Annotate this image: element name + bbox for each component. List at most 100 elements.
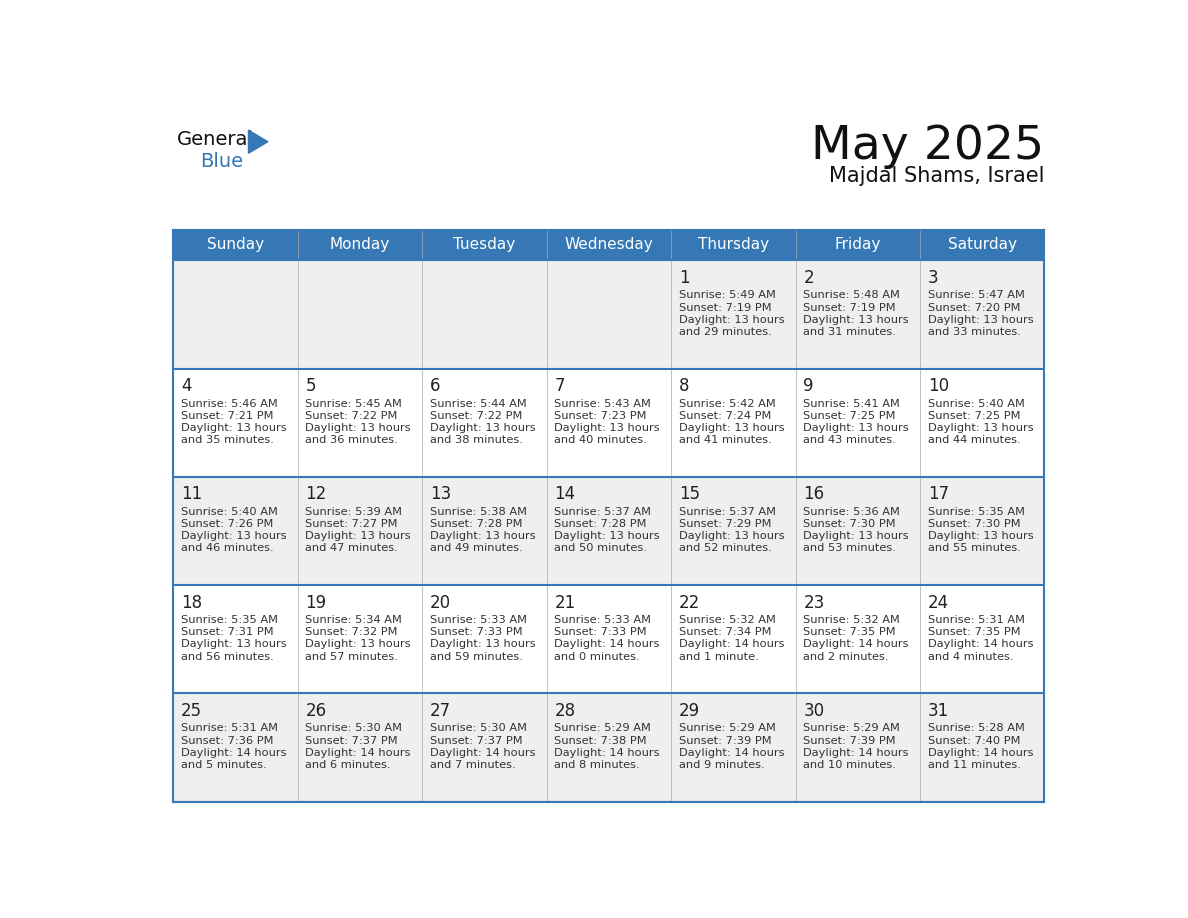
Text: Sunrise: 5:42 AM: Sunrise: 5:42 AM bbox=[678, 398, 776, 409]
Text: Sunset: 7:30 PM: Sunset: 7:30 PM bbox=[803, 519, 896, 529]
Text: Sunset: 7:32 PM: Sunset: 7:32 PM bbox=[305, 627, 398, 637]
Text: Daylight: 13 hours: Daylight: 13 hours bbox=[928, 532, 1034, 542]
Text: and 50 minutes.: and 50 minutes. bbox=[555, 543, 647, 554]
Text: Sunrise: 5:32 AM: Sunrise: 5:32 AM bbox=[678, 615, 776, 625]
Text: Monday: Monday bbox=[330, 238, 390, 252]
Text: Sunset: 7:35 PM: Sunset: 7:35 PM bbox=[928, 627, 1020, 637]
Text: Daylight: 14 hours: Daylight: 14 hours bbox=[181, 748, 286, 757]
Bar bbox=[173, 230, 1044, 261]
Text: and 2 minutes.: and 2 minutes. bbox=[803, 652, 889, 662]
Text: and 47 minutes.: and 47 minutes. bbox=[305, 543, 398, 554]
Text: Daylight: 14 hours: Daylight: 14 hours bbox=[803, 640, 909, 649]
Text: Majdal Shams, Israel: Majdal Shams, Israel bbox=[829, 166, 1044, 186]
Text: Daylight: 13 hours: Daylight: 13 hours bbox=[678, 532, 784, 542]
Text: and 8 minutes.: and 8 minutes. bbox=[555, 760, 640, 770]
Text: Sunrise: 5:36 AM: Sunrise: 5:36 AM bbox=[803, 507, 901, 517]
Text: Sunrise: 5:48 AM: Sunrise: 5:48 AM bbox=[803, 290, 901, 300]
Text: Sunset: 7:38 PM: Sunset: 7:38 PM bbox=[555, 735, 647, 745]
Text: Daylight: 13 hours: Daylight: 13 hours bbox=[430, 532, 536, 542]
Text: Sunrise: 5:31 AM: Sunrise: 5:31 AM bbox=[181, 723, 278, 733]
Text: 21: 21 bbox=[555, 594, 576, 611]
Text: and 56 minutes.: and 56 minutes. bbox=[181, 652, 273, 662]
Text: Daylight: 14 hours: Daylight: 14 hours bbox=[678, 748, 784, 757]
Bar bbox=[173, 585, 1044, 693]
Text: Sunrise: 5:32 AM: Sunrise: 5:32 AM bbox=[803, 615, 901, 625]
Text: and 29 minutes.: and 29 minutes. bbox=[678, 327, 771, 337]
Text: and 38 minutes.: and 38 minutes. bbox=[430, 435, 523, 445]
Text: Sunrise: 5:29 AM: Sunrise: 5:29 AM bbox=[555, 723, 651, 733]
Text: and 4 minutes.: and 4 minutes. bbox=[928, 652, 1013, 662]
Text: 25: 25 bbox=[181, 702, 202, 720]
Text: Sunset: 7:33 PM: Sunset: 7:33 PM bbox=[555, 627, 647, 637]
Text: Daylight: 13 hours: Daylight: 13 hours bbox=[305, 640, 411, 649]
Text: 17: 17 bbox=[928, 486, 949, 503]
Text: Daylight: 13 hours: Daylight: 13 hours bbox=[803, 423, 909, 433]
Text: Daylight: 13 hours: Daylight: 13 hours bbox=[678, 315, 784, 325]
Text: Daylight: 14 hours: Daylight: 14 hours bbox=[928, 748, 1034, 757]
Text: Daylight: 13 hours: Daylight: 13 hours bbox=[678, 423, 784, 433]
Text: 8: 8 bbox=[678, 377, 689, 395]
Text: and 44 minutes.: and 44 minutes. bbox=[928, 435, 1020, 445]
Text: Daylight: 13 hours: Daylight: 13 hours bbox=[803, 315, 909, 325]
Text: Sunset: 7:25 PM: Sunset: 7:25 PM bbox=[928, 410, 1020, 420]
Text: Sunset: 7:40 PM: Sunset: 7:40 PM bbox=[928, 735, 1020, 745]
Text: Sunrise: 5:31 AM: Sunrise: 5:31 AM bbox=[928, 615, 1025, 625]
Text: Daylight: 13 hours: Daylight: 13 hours bbox=[181, 640, 286, 649]
Text: and 49 minutes.: and 49 minutes. bbox=[430, 543, 523, 554]
Text: Sunset: 7:20 PM: Sunset: 7:20 PM bbox=[928, 303, 1020, 312]
Text: and 1 minute.: and 1 minute. bbox=[678, 652, 759, 662]
Text: and 5 minutes.: and 5 minutes. bbox=[181, 760, 266, 770]
Text: Sunrise: 5:47 AM: Sunrise: 5:47 AM bbox=[928, 290, 1024, 300]
Text: Saturday: Saturday bbox=[948, 238, 1017, 252]
Text: 23: 23 bbox=[803, 594, 824, 611]
Text: Sunset: 7:21 PM: Sunset: 7:21 PM bbox=[181, 410, 273, 420]
Text: Sunset: 7:34 PM: Sunset: 7:34 PM bbox=[678, 627, 771, 637]
Text: 19: 19 bbox=[305, 594, 327, 611]
Text: 2: 2 bbox=[803, 269, 814, 286]
Text: Sunset: 7:24 PM: Sunset: 7:24 PM bbox=[678, 410, 771, 420]
Text: 13: 13 bbox=[430, 486, 451, 503]
Text: and 11 minutes.: and 11 minutes. bbox=[928, 760, 1020, 770]
Text: Daylight: 13 hours: Daylight: 13 hours bbox=[555, 423, 661, 433]
Text: and 40 minutes.: and 40 minutes. bbox=[555, 435, 647, 445]
Text: Thursday: Thursday bbox=[697, 238, 769, 252]
Text: and 57 minutes.: and 57 minutes. bbox=[305, 652, 398, 662]
Text: Sunrise: 5:37 AM: Sunrise: 5:37 AM bbox=[678, 507, 776, 517]
Text: and 6 minutes.: and 6 minutes. bbox=[305, 760, 391, 770]
Text: Daylight: 13 hours: Daylight: 13 hours bbox=[181, 423, 286, 433]
Text: 20: 20 bbox=[430, 594, 451, 611]
Text: 6: 6 bbox=[430, 377, 441, 395]
Text: Sunrise: 5:41 AM: Sunrise: 5:41 AM bbox=[803, 398, 901, 409]
Text: 10: 10 bbox=[928, 377, 949, 395]
Text: Sunrise: 5:40 AM: Sunrise: 5:40 AM bbox=[181, 507, 278, 517]
Text: Sunset: 7:27 PM: Sunset: 7:27 PM bbox=[305, 519, 398, 529]
Text: 11: 11 bbox=[181, 486, 202, 503]
Text: Sunset: 7:37 PM: Sunset: 7:37 PM bbox=[305, 735, 398, 745]
Text: Sunset: 7:19 PM: Sunset: 7:19 PM bbox=[803, 303, 896, 312]
Text: 18: 18 bbox=[181, 594, 202, 611]
Text: Sunrise: 5:34 AM: Sunrise: 5:34 AM bbox=[305, 615, 403, 625]
Text: Sunrise: 5:33 AM: Sunrise: 5:33 AM bbox=[555, 615, 651, 625]
Text: Sunset: 7:31 PM: Sunset: 7:31 PM bbox=[181, 627, 273, 637]
Text: and 36 minutes.: and 36 minutes. bbox=[305, 435, 398, 445]
Text: and 41 minutes.: and 41 minutes. bbox=[678, 435, 771, 445]
Bar bbox=[173, 261, 1044, 368]
Text: Daylight: 13 hours: Daylight: 13 hours bbox=[803, 532, 909, 542]
Text: Sunrise: 5:28 AM: Sunrise: 5:28 AM bbox=[928, 723, 1024, 733]
Text: and 10 minutes.: and 10 minutes. bbox=[803, 760, 896, 770]
Bar bbox=[173, 368, 1044, 476]
Bar bbox=[173, 693, 1044, 801]
Text: Sunset: 7:39 PM: Sunset: 7:39 PM bbox=[803, 735, 896, 745]
Text: and 7 minutes.: and 7 minutes. bbox=[430, 760, 516, 770]
Text: Sunrise: 5:43 AM: Sunrise: 5:43 AM bbox=[555, 398, 651, 409]
Text: Sunrise: 5:37 AM: Sunrise: 5:37 AM bbox=[555, 507, 651, 517]
Text: and 9 minutes.: and 9 minutes. bbox=[678, 760, 764, 770]
Text: Sunset: 7:28 PM: Sunset: 7:28 PM bbox=[430, 519, 523, 529]
Text: May 2025: May 2025 bbox=[811, 124, 1044, 169]
Text: Daylight: 14 hours: Daylight: 14 hours bbox=[555, 748, 659, 757]
Text: 22: 22 bbox=[678, 594, 700, 611]
Text: and 55 minutes.: and 55 minutes. bbox=[928, 543, 1020, 554]
Text: and 35 minutes.: and 35 minutes. bbox=[181, 435, 274, 445]
Text: Sunrise: 5:40 AM: Sunrise: 5:40 AM bbox=[928, 398, 1024, 409]
Text: 5: 5 bbox=[305, 377, 316, 395]
